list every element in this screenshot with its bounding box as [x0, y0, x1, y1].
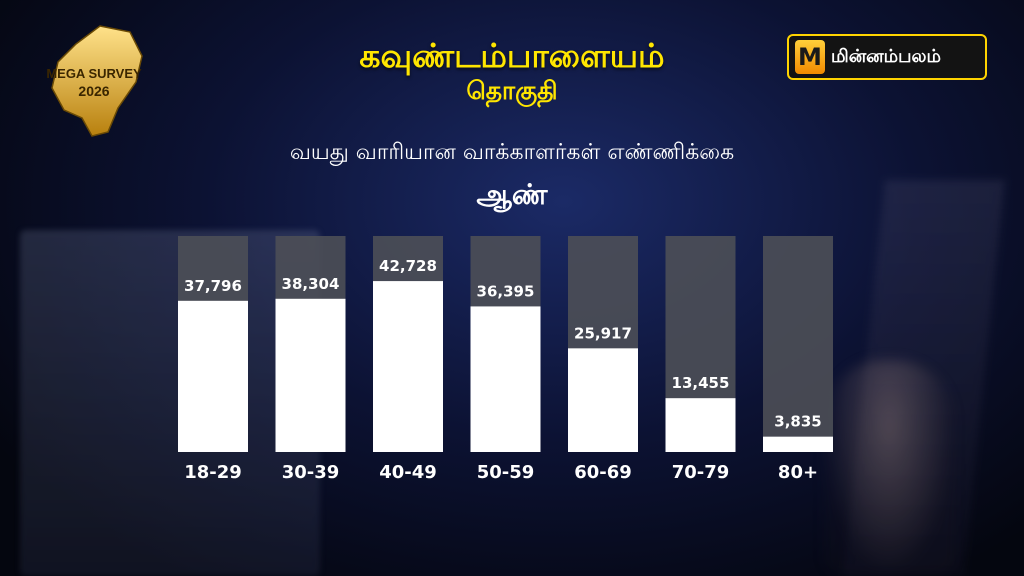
- bar-70-79: [665, 398, 736, 452]
- bar-80+: [763, 436, 833, 452]
- category-label: 18-29: [184, 462, 242, 483]
- constituency-subtitle: தொகுதி: [466, 76, 558, 105]
- bar-value-label: 3,835: [774, 413, 821, 431]
- bar-18-29: [178, 300, 248, 452]
- bar-value-label: 36,395: [477, 282, 535, 300]
- category-label: 40-49: [379, 462, 437, 483]
- mega-survey-badge: MEGA SURVEY 2026: [38, 22, 150, 140]
- bar-40-49: [373, 281, 443, 452]
- logo-mark-icon: M: [795, 40, 825, 74]
- category-label: 30-39: [282, 462, 340, 483]
- badge-title: MEGA SURVEY: [46, 66, 142, 81]
- bar-value-label: 25,917: [574, 324, 632, 342]
- background-building: [20, 230, 320, 576]
- bar-value-label: 42,728: [379, 257, 437, 275]
- bar-50-59: [470, 306, 541, 452]
- chart-title: வயது வாரியான வாக்காளர்கள் எண்ணிக்கை: [289, 140, 735, 165]
- bar-value-label: 37,796: [184, 277, 242, 295]
- category-label: 70-79: [672, 462, 730, 483]
- category-label: 80+: [778, 462, 818, 483]
- badge-year: 2026: [78, 83, 109, 99]
- category-label: 50-59: [477, 462, 535, 483]
- minnambalam-logo: M மின்னம்பலம்: [787, 34, 987, 80]
- bar-30-39: [275, 298, 346, 452]
- gender-label: ஆண்: [476, 178, 548, 211]
- category-label: 60-69: [574, 462, 632, 483]
- constituency-title: கவுண்டம்பாளையம்: [359, 36, 665, 75]
- bar-track: [763, 236, 833, 452]
- bar-value-label: 38,304: [282, 275, 340, 293]
- logo-text: மின்னம்பலம்: [831, 45, 941, 67]
- bar-60-69: [568, 348, 638, 452]
- bar-value-label: 13,455: [672, 374, 730, 392]
- background-hand: [824, 360, 954, 576]
